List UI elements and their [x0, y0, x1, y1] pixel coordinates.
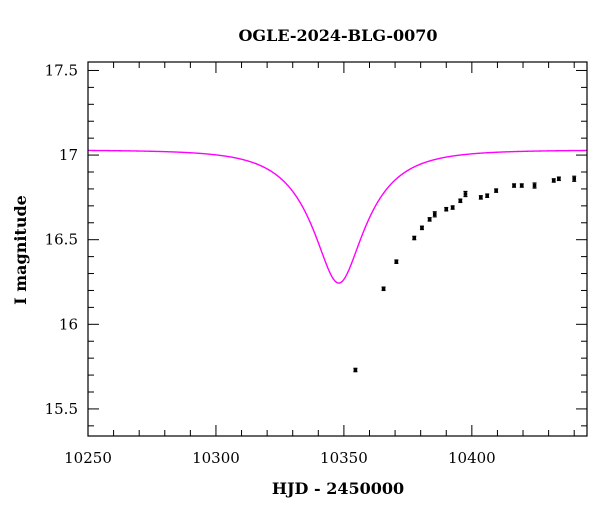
y-axis-label: I magnitude	[11, 195, 30, 305]
point-marker	[458, 198, 463, 203]
data-point	[419, 225, 424, 231]
x-axis-label: HJD - 2450000	[272, 479, 404, 498]
x-tick-label: 10400	[448, 449, 496, 467]
axis-tick-labels: 10250 10300 10350 10400 15.5 16 16.5 17 17.5	[45, 61, 496, 467]
model-curve	[88, 149, 587, 284]
point-marker	[572, 176, 577, 181]
point-marker	[444, 207, 449, 212]
point-marker	[494, 188, 498, 193]
axis-ticks	[87, 62, 587, 436]
data-point	[463, 190, 468, 198]
point-marker	[519, 183, 524, 188]
plot-frame	[87, 61, 588, 437]
data-point	[450, 205, 455, 210]
point-marker	[551, 178, 556, 183]
data-point	[381, 286, 386, 292]
point-marker	[450, 205, 455, 210]
data-point	[494, 188, 499, 193]
point-marker	[479, 195, 483, 200]
plot-content	[88, 149, 587, 373]
point-marker	[412, 236, 417, 240]
y-tick-label: 15.5	[45, 400, 78, 418]
data-point	[519, 183, 524, 188]
data-point	[478, 195, 483, 200]
data-point	[412, 235, 417, 241]
point-marker	[532, 183, 537, 188]
data-point	[353, 367, 358, 373]
data-point	[458, 198, 463, 204]
x-tick-label: 10250	[64, 449, 112, 467]
chart-title: OGLE-2024-BLG-0070	[238, 26, 437, 45]
point-marker	[432, 212, 437, 217]
point-marker	[512, 183, 516, 188]
data-point	[512, 183, 517, 188]
data-point	[551, 178, 556, 183]
point-marker	[381, 286, 386, 291]
point-marker	[420, 226, 424, 230]
data-point	[394, 259, 399, 264]
x-tick-label: 10300	[192, 449, 240, 467]
data-point	[572, 175, 577, 182]
data-point	[532, 182, 537, 189]
data-point	[556, 176, 561, 182]
point-marker	[353, 368, 358, 372]
y-tick-label: 17.5	[45, 61, 78, 79]
y-tick-label: 16.5	[45, 231, 78, 249]
y-tick-label: 16	[59, 315, 78, 333]
point-marker	[557, 176, 561, 181]
data-point	[432, 211, 437, 218]
point-marker	[485, 193, 489, 198]
data-point	[485, 193, 490, 198]
data-point	[427, 217, 432, 222]
point-marker	[427, 217, 432, 222]
data-point	[444, 206, 449, 212]
data-points	[353, 175, 577, 373]
x-tick-label: 10350	[320, 449, 368, 467]
point-marker	[463, 192, 468, 196]
point-marker	[394, 259, 399, 264]
y-tick-label: 17	[59, 146, 78, 164]
